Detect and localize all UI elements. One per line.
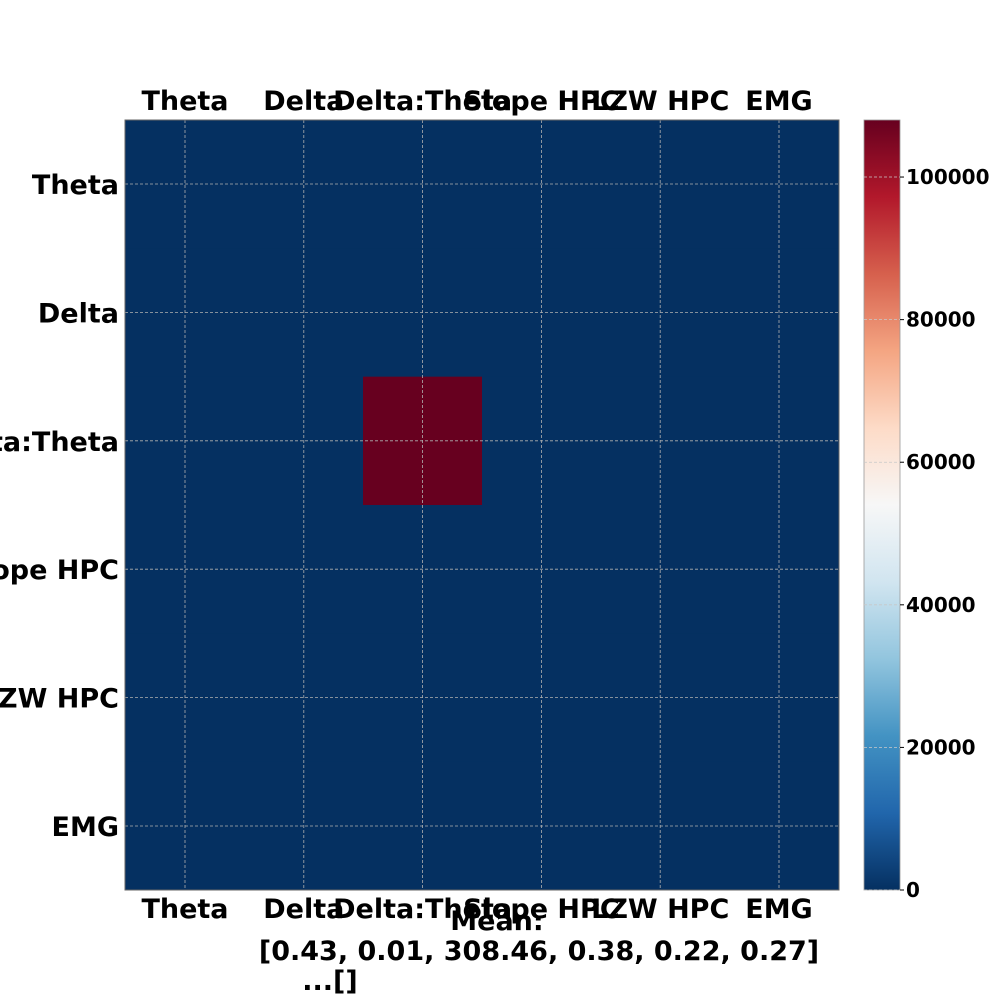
row-label: LZW HPC bbox=[0, 684, 119, 715]
colorbar-tick-label: 40000 bbox=[906, 593, 976, 617]
heatmap-cell-0-4 bbox=[601, 120, 721, 249]
col-label-bottom: EMG bbox=[745, 894, 812, 925]
col-label-top: EMG bbox=[745, 86, 812, 117]
heatmap-cell-4-5 bbox=[720, 633, 840, 763]
row-label: Slope HPC bbox=[0, 555, 119, 586]
footer-extra: ...[] bbox=[302, 966, 357, 997]
col-label-bottom: Delta bbox=[263, 894, 344, 925]
col-label-top: Delta bbox=[263, 86, 344, 117]
colorbar-ticks: 0 20000 40000 60000 80000 100000 bbox=[864, 165, 990, 902]
row-label: EMG bbox=[52, 812, 119, 843]
heatmap-cell-0-5 bbox=[720, 120, 840, 249]
row-label: Delta:Theta bbox=[0, 427, 119, 458]
row-label: Theta bbox=[32, 170, 119, 201]
col-label-top: Theta bbox=[141, 86, 228, 117]
colorbar-tick-label: 20000 bbox=[906, 735, 976, 759]
heatmap-cell-0-0 bbox=[125, 120, 245, 249]
col-label-bottom: Theta bbox=[141, 894, 228, 925]
col-label-top: Delta:Theta bbox=[333, 86, 512, 117]
colorbar-tick-label: 60000 bbox=[906, 450, 976, 474]
colorbar-tick-label: 0 bbox=[906, 878, 920, 902]
footer-mean-label: Mean: bbox=[450, 906, 543, 937]
col-label-top: LZW HPC bbox=[591, 86, 729, 117]
col-label-bottom: Slope HPC bbox=[463, 894, 620, 925]
heatmap-cell-5-5 bbox=[720, 761, 840, 891]
row-label: Delta bbox=[38, 298, 119, 329]
heatmap-cell-2-5 bbox=[720, 376, 840, 506]
colorbar-tick-label: 80000 bbox=[906, 308, 976, 332]
row-tick-labels: Theta Delta Delta:Theta Slope HPC LZW HPC EMG bbox=[0, 170, 119, 843]
plot-frame bbox=[124, 119, 840, 891]
footer-mean-values: [0.43, 0.01, 308.46, 0.38, 0.22, 0.27] bbox=[259, 936, 819, 967]
heatmap-cell-0-1 bbox=[244, 120, 364, 249]
heatmap-cell-1-5 bbox=[720, 248, 840, 378]
colorbar bbox=[863, 119, 901, 891]
heatmap-cells bbox=[125, 120, 840, 891]
col-label-top: Slope HPC bbox=[463, 86, 620, 117]
heatmap-cell-3-5 bbox=[720, 505, 840, 634]
colorbar-tick-label: 100000 bbox=[906, 165, 990, 189]
heatmap-cell-0-2 bbox=[363, 120, 483, 249]
col-label-bottom: LZW HPC bbox=[591, 894, 729, 925]
gridlines bbox=[125, 120, 839, 890]
heatmap-cell-0-3 bbox=[482, 120, 602, 249]
col-label-bottom: Delta:Theta bbox=[333, 894, 512, 925]
